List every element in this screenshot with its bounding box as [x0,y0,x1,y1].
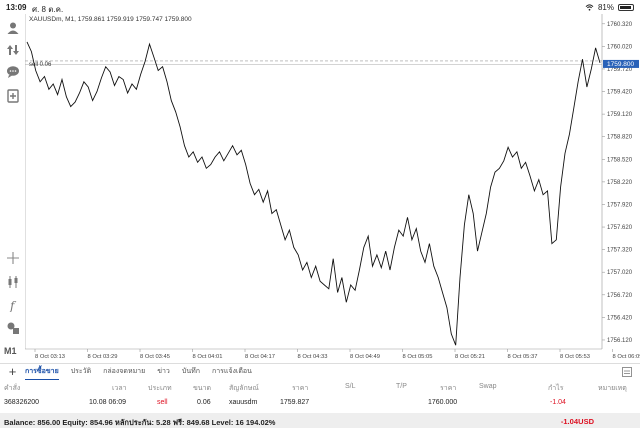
chart-symbol-info: XAUUSDm, M1, 1759.861 1759.919 1759.747 … [29,16,192,23]
tab-alerts[interactable]: การแจ้งเตือน [211,368,252,375]
y-tick-label: 1757.020 [607,270,633,276]
y-tick-label: 1759.120 [607,112,633,118]
y-tick-label: 1756.420 [607,315,633,321]
x-tick-label: 8 Oct 04:17 [245,354,275,360]
new-order-icon[interactable] [5,88,20,103]
svg-text:f: f [9,299,17,312]
y-tick-label: 1759.420 [607,90,633,96]
order-symbol: xauusdm [229,399,258,406]
account-icon[interactable] [5,20,20,35]
x-tick-label: 8 Oct 05:53 [560,354,590,360]
x-tick-label: 8 Oct 04:49 [350,354,380,360]
y-tick-label: 1758.520 [607,157,633,163]
order-level-label: sell 0.06 [29,62,52,68]
y-tick-label: 1758.220 [607,180,633,186]
price-series-line [26,41,601,346]
tab-trade[interactable]: การซื้อขาย [25,364,59,380]
status-time: 13:09 [6,3,27,12]
objects-icon[interactable] [5,320,20,335]
add-order-button[interactable]: + [8,364,17,379]
orders-table-header: คำสั่ง เวลา ประเภท ขนาด สัญลักษณ์ ราคา S… [0,381,640,393]
toolbox-tabs: + การซื้อขาย ประวัติ กล่องจดหมาย ข่าว บั… [0,363,640,380]
y-tick-label: 1759.720 [607,67,633,73]
order-profit: -1.04 [550,399,566,406]
x-tick-label: 8 Oct 06:09 [613,354,640,360]
col-order: คำสั่ง [4,385,21,392]
x-tick-label: 8 Oct 03:29 [88,354,118,360]
y-tick-label: 1757.920 [607,202,633,208]
y-tick-label: 1756.120 [607,338,633,344]
status-date: ศ. 8 ต.ค. [32,5,64,14]
total-profit: -1.04 [560,417,578,426]
col-price-current: ราคา [440,385,457,392]
order-size: 0.06 [197,399,211,406]
tab-mailbox[interactable]: กล่องจดหมาย [103,368,146,375]
profit-currency: USD [578,417,594,426]
battery-icon [618,4,634,11]
x-tick-label: 8 Oct 04:01 [193,354,223,360]
y-tick-label: 1760.320 [607,22,633,28]
tab-history[interactable]: ประวัติ [70,368,92,375]
x-tick-label: 8 Oct 03:13 [35,354,65,360]
balance-summary: Balance: 856.00 Equity: 854.96 หลักประกั… [4,418,276,427]
col-note: หมายเหตุ [598,385,627,392]
col-profit: กำไร [548,385,564,392]
order-open-price: 1759.827 [280,399,310,406]
price-chart[interactable]: 1760.320 1760.020 1759.720 1759.420 1759.120… [25,14,640,360]
wifi-icon [585,4,594,11]
col-swap: Swap [479,383,497,390]
y-tick-label: 1758.820 [607,135,633,141]
col-price: ราคา [292,385,309,392]
candlestick-icon[interactable] [5,274,20,289]
trade-arrows-icon[interactable] [5,42,20,57]
chat-icon[interactable] [5,64,20,79]
col-type: ประเภท [148,385,172,392]
status-right: 81% [585,3,634,12]
current-price-box [603,59,639,68]
chart-toolbar: f M1 [0,14,25,360]
col-sl: S/L [345,383,356,390]
x-tick-label: 8 Oct 04:33 [298,354,328,360]
tab-news[interactable]: ข่าว [157,368,170,375]
order-time: 10.08 06:09 [89,399,126,406]
y-tick-label: 1760.020 [607,44,633,50]
status-bar: 13:09 ศ. 8 ต.ค. 81% [0,0,640,14]
chart-area[interactable]: 1760.320 1760.020 1759.720 1759.420 1759.120… [25,14,640,360]
y-tick-label: 1756.720 [607,293,633,299]
x-tick-label: 8 Oct 05:21 [455,354,485,360]
battery-percent: 81% [597,3,614,12]
balance-bar: Balance: 856.00 Equity: 854.96 หลักประกั… [0,413,640,428]
x-tick-label: 8 Oct 03:45 [140,354,170,360]
table-row[interactable]: 368326200 10.08 06:09 sell 0.06 xauusdm … [0,397,640,409]
tab-journal[interactable]: บันทึก [181,368,200,375]
crosshair-icon[interactable] [5,250,20,265]
col-size: ขนาด [193,385,212,392]
col-tp: T/P [396,383,407,390]
order-type: sell [157,399,168,406]
col-time: เวลา [112,385,127,392]
order-current-price: 1760.000 [428,399,458,406]
current-price-label: 1759.800 [607,61,634,68]
x-tick-label: 8 Oct 05:05 [403,354,433,360]
y-tick-label: 1757.620 [607,225,633,231]
y-tick-label: 1757.320 [607,248,633,254]
order-id: 368326200 [4,399,40,406]
indicators-icon[interactable]: f [5,297,20,312]
x-tick-label: 8 Oct 05:37 [508,354,538,360]
toggle-panel-icon[interactable] [622,367,632,377]
timeframe-button[interactable]: M1 [4,346,17,356]
col-symbol: สัญลักษณ์ [229,385,259,392]
